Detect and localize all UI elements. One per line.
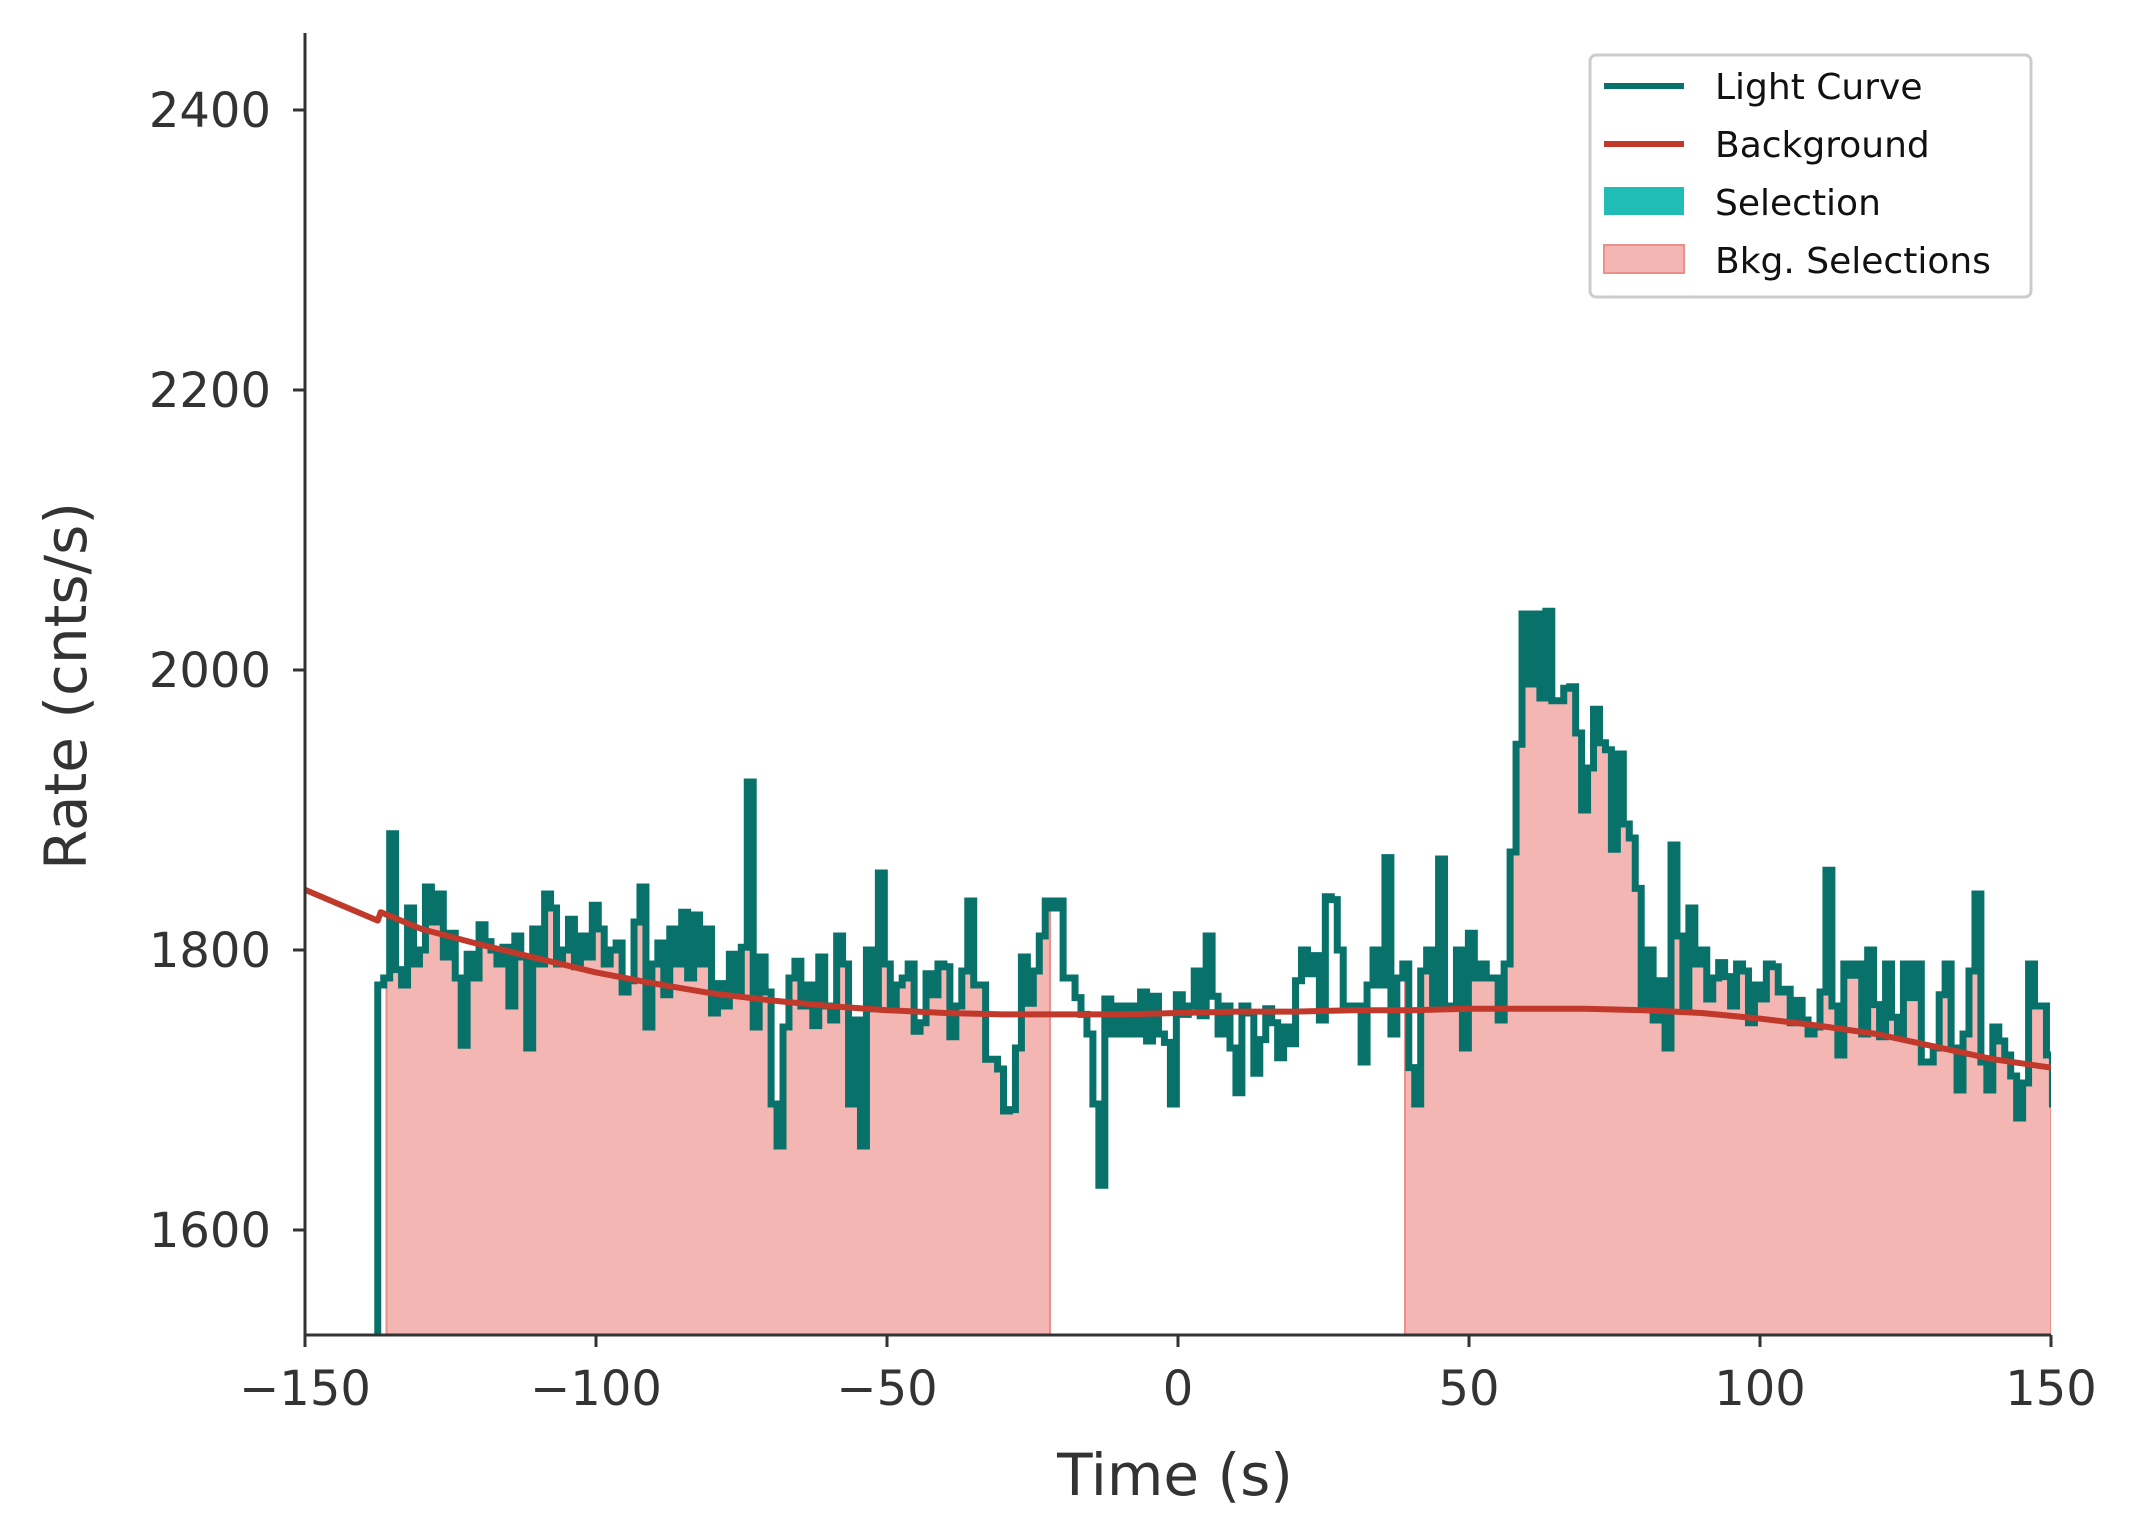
legend: Light Curve Background Selection Bkg. Se… [1588, 53, 2033, 299]
x-tick-label: 0 [1163, 1361, 1194, 1417]
x-tick-label: −100 [530, 1361, 662, 1417]
y-tick-label: 2400 [149, 83, 271, 139]
y-tick-label: 1600 [149, 1203, 271, 1259]
light-curve-line [374, 607, 2051, 1335]
y-tick-label: 2000 [149, 643, 271, 699]
background-model-series [305, 887, 2051, 1071]
legend-frame [1588, 53, 2033, 299]
legend-swatch-bkg-selections [1603, 244, 1685, 274]
light-curve-series [374, 607, 2051, 1335]
y-axis-ticks: 1600 1800 2000 2200 2400 [149, 83, 305, 1259]
background-model-line [305, 887, 2051, 1071]
x-tick-label: −50 [836, 1361, 937, 1417]
y-tick-label: 2200 [149, 363, 271, 419]
legend-label-selection: Selection [1715, 183, 1881, 224]
x-tick-label: 150 [2005, 1361, 2097, 1417]
x-axis-title: Time (s) [1056, 1441, 1293, 1509]
y-tick-label: 1800 [149, 923, 271, 979]
legend-label-background: Background [1715, 125, 1930, 166]
x-tick-label: −150 [239, 1361, 371, 1417]
x-tick-label: 100 [1714, 1361, 1806, 1417]
legend-swatch-selection [1604, 187, 1684, 215]
x-axis-ticks: −150 −100 −50 0 50 100 150 [239, 1335, 2097, 1417]
legend-label-bkg-selections: Bkg. Selections [1715, 241, 1991, 282]
x-tick-label: 50 [1438, 1361, 1499, 1417]
legend-label-light-curve: Light Curve [1715, 67, 1923, 108]
bkg-selection-region-1 [385, 781, 1051, 1335]
y-axis-title: Rate (cnts/s) [32, 502, 100, 870]
